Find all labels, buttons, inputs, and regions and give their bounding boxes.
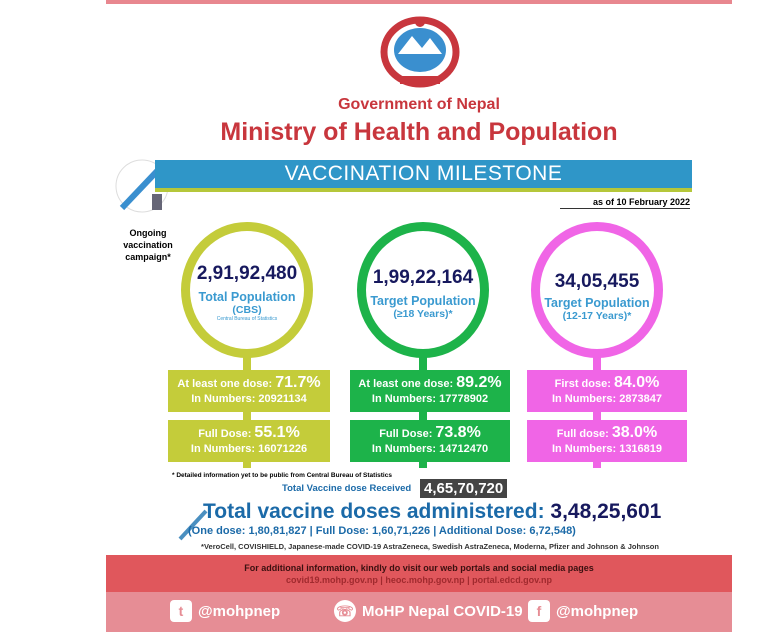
cbs-label: Central Bureau of Statistics — [216, 316, 278, 322]
banner-underline — [155, 188, 692, 192]
top-border — [106, 0, 732, 4]
footer-social: t @mohpnep ☏ MoHP Nepal COVID-19 f @mohpnep — [106, 592, 732, 632]
total-population-number: 2,91,92,480 — [196, 263, 298, 284]
youth-full-dose-box: Full dose: 38.0% In Numbers: 1316819 — [527, 420, 687, 462]
adult-population-label: Target Population — [370, 294, 476, 308]
nepal-emblem-logo — [380, 16, 460, 88]
total-population-label: Total Population — [198, 290, 296, 304]
youth-population-label: Target Population — [544, 296, 650, 310]
adult-population-number: 1,99,22,164 — [372, 267, 474, 288]
youth-population-number: 34,05,455 — [554, 271, 640, 292]
total-full-dose-box: Full Dose: 55.1% In Numbers: 16071226 — [168, 420, 330, 462]
ministry-title: Ministry of Health and Population — [220, 118, 618, 146]
footer-info-text: For additional information, kindly do vi… — [244, 563, 594, 573]
vaccine-list: *VeroCell, COVISHIELD, Japanese-made COV… — [201, 542, 659, 551]
viber-icon: ☏ — [334, 600, 356, 622]
dose-breakdown: (One dose: 1,80,81,827 | Full Dose: 1,60… — [188, 525, 576, 537]
government-title: Government of Nepal — [338, 96, 500, 113]
adult-population-circle: 1,99,22,164 Target Population (≥18 Years… — [357, 222, 489, 358]
ongoing-campaign-label: Ongoing vaccination campaign* — [123, 228, 173, 262]
administered-total: Total vaccine doses administered: 3,48,2… — [203, 500, 662, 523]
total-population-sub: (CBS) — [232, 304, 262, 316]
received-label: Total Vaccine dose Received — [282, 483, 412, 494]
syringe-small-icon — [178, 509, 208, 541]
footer-info: For additional information, kindly do vi… — [106, 555, 732, 592]
total-first-dose-box: At least one dose: 71.7% In Numbers: 2092… — [168, 370, 330, 412]
total-population-circle: 2,91,92,480 Total Population (CBS) Centr… — [181, 222, 313, 358]
cbs-note: * Detailed information yet to be public … — [172, 472, 392, 479]
received-number: 4,65,70,720 — [420, 479, 508, 498]
facebook-link[interactable]: f @mohpnep — [528, 600, 638, 622]
youth-population-sub: (12-17 Years)* — [562, 310, 632, 322]
twitter-icon: t — [170, 600, 192, 622]
youth-population-circle: 34,05,455 Target Population (12-17 Years… — [531, 222, 663, 358]
facebook-icon: f — [528, 600, 550, 622]
adult-first-dose-box: At least one dose: 89.2% In Numbers: 1777… — [350, 370, 510, 412]
date-label: as of 10 February 2022 — [560, 197, 690, 209]
adult-full-dose-box: Full Dose: 73.8% In Numbers: 14712470 — [350, 420, 510, 462]
banner-title: VACCINATION MILESTONE — [155, 160, 692, 188]
viber-link[interactable]: ☏ MoHP Nepal COVID-19 — [334, 600, 523, 622]
footer-links[interactable]: covid19.mohp.gov.np | heoc.mohp.gov.np |… — [285, 575, 553, 585]
twitter-link[interactable]: t @mohpnep — [170, 600, 280, 622]
adult-population-sub: (≥18 Years)* — [393, 308, 453, 320]
youth-first-dose-box: First dose: 84.0% In Numbers: 2873847 — [527, 370, 687, 412]
